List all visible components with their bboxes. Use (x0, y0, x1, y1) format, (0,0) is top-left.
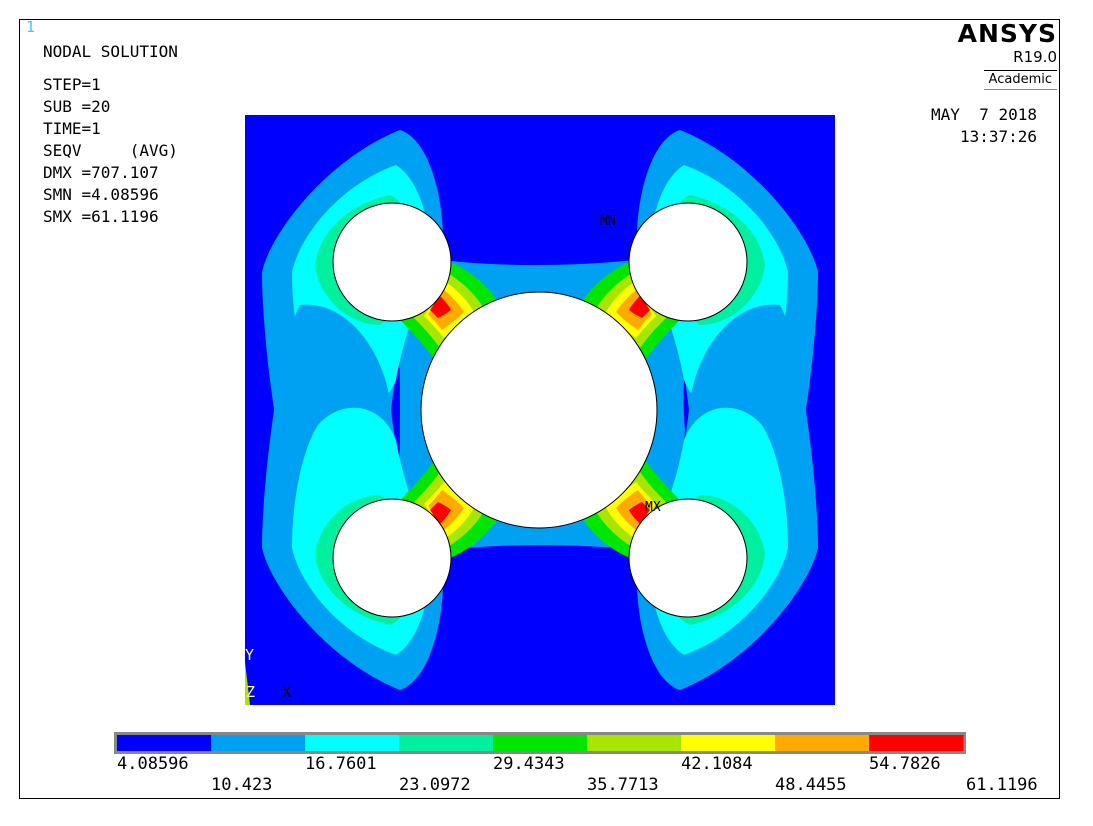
info-sub: SUB =20 (43, 97, 111, 116)
legend-swatch-6 (587, 735, 682, 751)
axis-y-label: Y (245, 646, 254, 664)
info-dmx: DMX =707.107 (43, 163, 159, 182)
ansys-logo: ANSYS (957, 19, 1057, 48)
legend-swatch-1 (117, 735, 212, 751)
legend-swatch-4 (399, 735, 494, 751)
info-smn: SMN =4.08596 (43, 185, 159, 204)
legend-swatch-3 (305, 735, 400, 751)
legend-swatch-2 (211, 735, 306, 751)
stress-contour (245, 115, 835, 705)
center-hole (420, 291, 658, 529)
max-marker: MX (645, 500, 661, 515)
legend-swatch-9 (869, 735, 964, 751)
legend-label-top-3: 29.4343 (493, 754, 565, 774)
legend-swatch-8 (775, 735, 870, 751)
window-number: 1 (26, 18, 36, 36)
legend-label-top-5: 54.7826 (869, 754, 941, 774)
legend-label-bottom-2: 23.0972 (399, 775, 471, 795)
info-step: STEP=1 (43, 75, 101, 94)
ansys-edition: Academic (983, 70, 1057, 90)
timestamp-time: 13:37:26 (959, 127, 1037, 146)
ansys-brand: ANSYS R19.0 Academic (958, 20, 1057, 90)
legend-swatch-7 (681, 735, 776, 751)
legend-label-top-2: 16.7601 (305, 754, 377, 774)
graphics-window (19, 19, 1060, 799)
legend-label-bottom-3: 35.7713 (587, 775, 659, 795)
hole-top-right (628, 202, 748, 322)
hole-bottom-right (628, 498, 748, 618)
legend-bar (114, 732, 966, 754)
legend-label-top-1: 4.08596 (117, 754, 189, 774)
axis-x-label: X (282, 683, 291, 701)
hole-bottom-left (332, 498, 452, 618)
min-marker: MN (600, 214, 616, 229)
ansys-version: R19.0 (1013, 48, 1057, 66)
legend-label-bottom-1: 10.423 (211, 775, 273, 795)
solution-title: NODAL SOLUTION (43, 42, 178, 61)
legend-swatch-5 (493, 735, 588, 751)
info-time: TIME=1 (43, 119, 101, 138)
hole-top-left (332, 202, 452, 322)
timestamp-date: MAY 7 2018 (931, 105, 1037, 124)
legend-label-bottom-4: 48.4455 (775, 775, 847, 795)
legend-label-bottom-5: 61.1196 (966, 775, 1038, 795)
timestamp: MAY 7 2018 13:37:26 (931, 104, 1037, 148)
info-result: SEQV (AVG) (43, 141, 178, 160)
axis-z-label: Z (246, 683, 255, 701)
info-smx: SMX =61.1196 (43, 207, 159, 226)
legend-label-top-4: 42.1084 (681, 754, 753, 774)
